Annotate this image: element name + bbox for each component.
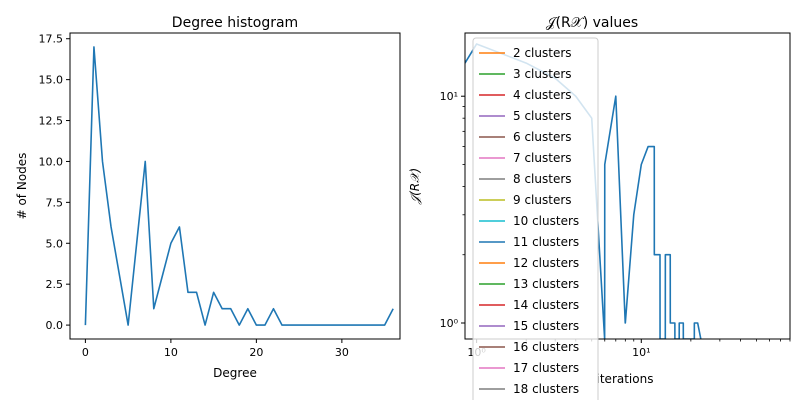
degree-histogram-lines: [84, 46, 394, 326]
degree-histogram-ylabel: # of Nodes: [15, 153, 29, 220]
y-tick-label: 17.5: [39, 33, 64, 46]
objective-values-ticks: 10⁰10⁰10¹10¹: [440, 90, 791, 359]
objective-values-title: 𝒥(R𝒳) values: [546, 15, 638, 31]
objective-values-lines: [465, 43, 702, 339]
legend-label: 16 clusters: [513, 340, 579, 354]
series-line: [465, 43, 702, 339]
legend-label: 4 clusters: [513, 88, 572, 102]
y-tick-label: 0.0: [46, 319, 64, 332]
x-tick-label: 30: [335, 346, 349, 359]
legend-label: 15 clusters: [513, 319, 579, 333]
x-tick-label: 20: [249, 346, 263, 359]
degree-histogram-line: [84, 46, 394, 326]
legend-label: 18 clusters: [513, 382, 579, 396]
x-tick-label: 0: [82, 346, 89, 359]
y-tick-label: 15.0: [39, 74, 64, 87]
legend-label: 13 clusters: [513, 277, 579, 291]
legend-box: [472, 37, 599, 400]
objective-values-frame: [464, 32, 791, 340]
legend-label: 9 clusters: [513, 193, 572, 207]
y-tick-label: 10.0: [39, 155, 64, 168]
legend-label: 11 clusters: [513, 235, 579, 249]
y-tick-label: 5.0: [46, 237, 64, 250]
objective-values-xlabel: iterations: [597, 372, 654, 386]
legend-label: 2 clusters: [513, 46, 572, 60]
degree-histogram-title: Degree histogram: [172, 15, 298, 31]
y-tick-label: 12.5: [39, 115, 64, 128]
degree-histogram-ticks: 0 10 20 30 0.0 2.5 5.0 7.5 10.0 12.5 15.0 17.5: [39, 33, 349, 359]
legend-label: 8 clusters: [513, 172, 572, 186]
legend-label: 17 clusters: [513, 361, 579, 375]
legend-label: 14 clusters: [513, 298, 579, 312]
y-tick-label: 2.5: [46, 278, 64, 291]
legend-label: 6 clusters: [513, 130, 572, 144]
degree-histogram-axes: Degree histogram 0 10 20 30 0.0 2.5 5.0 7.5 10.0…: [15, 15, 401, 380]
objective-values-axes: 𝒥(R𝒳) values 10⁰10⁰10¹10¹ iterations 𝒥(R…: [408, 15, 791, 400]
legend-label: 12 clusters: [513, 256, 579, 270]
objective-values-ylabel: 𝒥(R𝒳): [408, 168, 422, 205]
degree-histogram-xlabel: Degree: [213, 366, 257, 380]
x-tick-label: 10: [164, 346, 178, 359]
degree-histogram-frame: [69, 32, 401, 340]
legend-label: 10 clusters: [513, 214, 579, 228]
legend-label: 7 clusters: [513, 151, 572, 165]
x-tick-label: 10¹: [632, 346, 650, 359]
y-tick-label: 7.5: [46, 196, 64, 209]
y-tick-label: 10⁰: [440, 317, 459, 330]
legend-label: 3 clusters: [513, 67, 572, 81]
legend-label: 5 clusters: [513, 109, 572, 123]
y-tick-label: 10¹: [440, 90, 458, 103]
objective-values-legend: 2 clusters 3 clusters 4 clusters 5 clusters…: [472, 37, 599, 400]
